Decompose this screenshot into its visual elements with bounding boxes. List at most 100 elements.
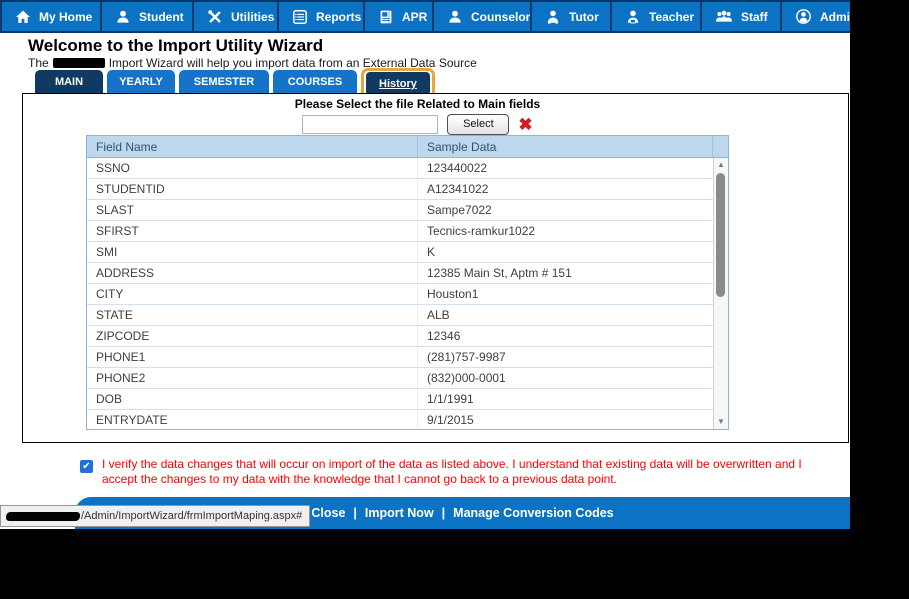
field-name-cell: SLAST [87,200,418,220]
table-row: DOB 1/1/1991 [87,389,713,410]
field-name-cell: DOB [87,389,418,409]
header-scrollbar-spacer [713,136,728,157]
nav-item-admin[interactable]: Admin [780,2,850,31]
sample-data-cell: 12346 [427,329,461,343]
field-name-cell: PHONE2 [87,368,418,388]
nav-label: Reports [316,9,362,24]
sample-data-cell: A12341022 [427,182,489,196]
sample-data-cell: 123440022 [427,161,488,175]
tutor-icon [547,10,559,24]
nav-item-my-home[interactable]: My Home [0,2,100,31]
close-button[interactable]: Close [311,506,346,520]
sample-data-cell: 9/1/2015 [427,413,474,427]
sample-data-cell: (281)757-9987 [427,350,506,364]
table-row: ADDRESS 12385 Main St, Aptm # 151 [87,263,713,284]
sample-data-cell: 12385 Main St, Aptm # 151 [427,266,572,280]
scroll-up-icon[interactable]: ▲ [717,160,725,169]
table-row: STATE ALB [87,305,713,326]
tab-yearly[interactable]: YEARLY [107,70,175,94]
field-name-cell: SSNO [87,158,418,178]
sample-data-cell: 1/1/1991 [427,392,474,406]
tab-history[interactable]: History [366,72,430,96]
table-row: STUDENTID A12341022 [87,179,713,200]
field-name-cell: PHONE1 [87,347,418,367]
nav-item-staff[interactable]: Staff [700,2,780,31]
table-row: PHONE1 (281)757-9987 [87,347,713,368]
admin-icon [796,9,811,24]
url-redaction-scribble [5,511,81,521]
nav-label: Student [139,9,184,24]
field-name-cell: STUDENTID [87,179,418,199]
table-header-row: Field Name Sample Data [87,136,728,158]
counselor-icon [449,10,461,23]
nav-label: Staff [741,9,768,24]
nav-item-student[interactable]: Student [100,2,192,31]
teacher-icon [627,10,639,23]
table-row: ZIPCODE 12346 [87,326,713,347]
field-name-cell: SFIRST [87,221,418,241]
file-path-input[interactable] [302,114,439,134]
home-icon [16,10,30,23]
nav-label: Tutor [569,9,599,24]
redaction-box [52,57,105,68]
footer-divider: | [441,506,446,520]
sample-data-cell: Tecnics-ramkur1022 [427,224,536,238]
verify-checkbox[interactable]: ✔ [80,460,93,473]
scrollbar-thumb[interactable] [716,173,725,297]
table-row: SSNO 123440022 [87,158,713,179]
field-name-cell: ADDRESS [87,263,418,283]
table-body: SSNO 123440022 STUDENTID A12341022 SLAST… [87,158,713,429]
table-row: SFIRST Tecnics-ramkur1022 [87,221,713,242]
nav-label: Utilities [231,9,275,24]
tab-main[interactable]: MAIN [35,70,103,94]
sample-data-cell: Sampe7022 [427,203,492,217]
tab-semester[interactable]: SEMESTER [179,70,269,94]
file-select-controls: Select ✖ [23,112,812,136]
verify-section: ✔ I verify the data changes that will oc… [80,457,832,487]
apr-icon [380,10,392,23]
wizard-tabs: MAIN YEARLY SEMESTER COURSES History [35,68,435,100]
table-scrollbar[interactable]: ▲ ▼ [713,158,728,429]
footer-divider: | [353,506,357,520]
staff-icon [716,10,732,22]
file-select-prompt: Please Select the file Related to Main f… [294,97,541,111]
import-now-button[interactable]: Import Now [364,506,434,520]
column-header-sample-data: Sample Data [418,136,713,157]
field-name-cell: ENTRYDATE [87,410,418,429]
table-row: PHONE2 (832)000-0001 [87,368,713,389]
scroll-down-icon[interactable]: ▼ [717,417,725,426]
status-url-tooltip: /Admin/ImportWizard/frmImportMaping.aspx… [0,505,311,527]
sample-data-cell: (832)000-0001 [427,371,506,385]
field-mapping-table: Field Name Sample Data SSNO 123440022 ST… [86,135,729,430]
nav-item-apr[interactable]: APR [363,2,432,31]
sample-data-cell: Houston1 [427,287,479,301]
student-icon [117,10,129,23]
nav-item-reports[interactable]: Reports [277,2,363,31]
table-row: CITY Houston1 [87,284,713,305]
select-file-button[interactable]: Select [447,113,510,135]
nav-label: My Home [39,9,93,24]
column-header-field-name: Field Name [87,136,418,157]
clear-file-icon[interactable]: ✖ [518,114,533,134]
nav-item-tutor[interactable]: Tutor [530,2,610,31]
subtitle-suffix: Import Wizard will help you import data … [108,56,477,70]
table-row: SLAST Sampe7022 [87,200,713,221]
sample-data-cell: K [427,245,436,259]
nav-label: Counselor [471,9,530,24]
utilities-icon [208,9,221,22]
subtitle-prefix: The [28,56,49,70]
table-row: SMI K [87,242,713,263]
field-name-cell: ZIPCODE [87,326,418,346]
manage-conversion-codes-button[interactable]: Manage Conversion Codes [453,506,614,520]
table-row: ENTRYDATE 9/1/2015 [87,410,713,429]
field-name-cell: SMI [87,242,418,262]
verify-warning-text: I verify the data changes that will occu… [102,457,802,486]
tab-courses[interactable]: COURSES [273,70,357,94]
nav-item-utilities[interactable]: Utilities [192,2,277,31]
nav-label: Admin [820,9,850,24]
top-navbar: My Home Student Utilities Reports APR Co… [0,0,850,33]
nav-label: APR [402,9,428,24]
nav-item-counselor[interactable]: Counselor [432,2,530,31]
reports-icon [293,9,307,24]
nav-item-teacher[interactable]: Teacher [610,2,700,31]
